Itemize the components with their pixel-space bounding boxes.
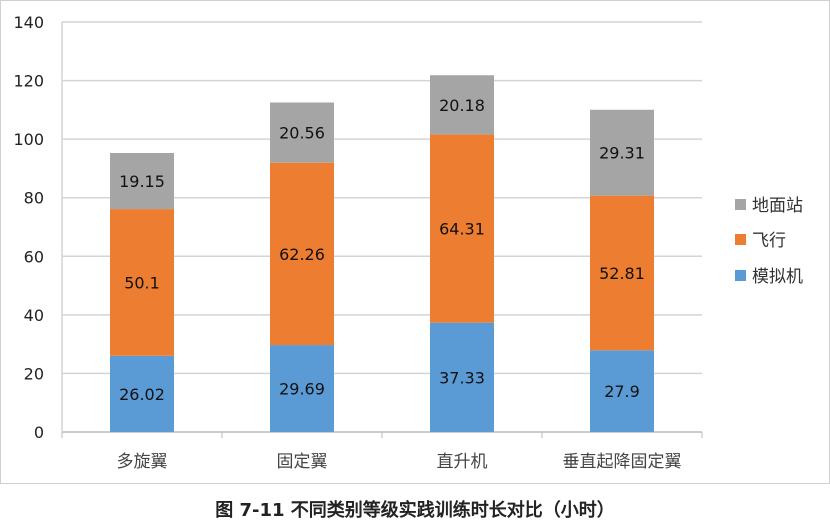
y-tick-label: 120 bbox=[13, 72, 44, 91]
data-label: 26.02 bbox=[119, 385, 165, 404]
y-tick-label: 100 bbox=[13, 130, 44, 149]
bar-segment bbox=[110, 209, 174, 356]
bar-segment bbox=[590, 350, 654, 432]
legend-label: 飞行 bbox=[752, 231, 786, 251]
bar-segment bbox=[270, 345, 334, 432]
y-tick-label: 20 bbox=[24, 364, 44, 383]
y-tick-label: 40 bbox=[24, 306, 44, 325]
x-category-label: 直升机 bbox=[437, 452, 488, 472]
y-tick-label: 0 bbox=[34, 423, 44, 442]
stacked-bar-chart: 0 20 40 60 80 100 120 140 26.02 50.1 19.15 多旋翼 29.69… bbox=[13, 13, 803, 472]
data-label: 27.9 bbox=[604, 382, 640, 401]
bar-segment bbox=[110, 355, 174, 432]
data-label: 29.31 bbox=[599, 144, 645, 163]
bar-segment bbox=[430, 322, 494, 432]
data-label: 64.31 bbox=[439, 220, 485, 239]
data-label: 20.18 bbox=[439, 96, 485, 115]
x-category-label: 固定翼 bbox=[277, 452, 328, 472]
data-label: 37.33 bbox=[439, 368, 485, 387]
y-tick-label: 140 bbox=[13, 13, 44, 32]
legend-swatch bbox=[735, 234, 746, 245]
bar-segment bbox=[110, 152, 174, 210]
data-label: 19.15 bbox=[119, 172, 165, 191]
data-label: 50.1 bbox=[124, 273, 160, 292]
y-tick-label: 80 bbox=[24, 189, 44, 208]
bar-segment bbox=[590, 109, 654, 196]
data-label: 20.56 bbox=[279, 124, 325, 143]
bar-segment bbox=[430, 134, 494, 323]
legend-swatch bbox=[735, 270, 746, 281]
x-category-label: 垂直起降固定翼 bbox=[563, 452, 682, 472]
chart-caption: 图 7-11 不同类别等级实践训练时长对比（小时） bbox=[215, 500, 615, 521]
bar-segment bbox=[590, 195, 654, 351]
bar-segment bbox=[430, 75, 494, 135]
y-tick-label: 60 bbox=[24, 247, 44, 266]
legend-label: 模拟机 bbox=[752, 267, 803, 287]
x-category-label: 多旋翼 bbox=[117, 452, 168, 472]
bar-segment bbox=[270, 102, 334, 163]
legend-swatch bbox=[735, 199, 746, 210]
data-label: 29.69 bbox=[279, 380, 325, 399]
data-label: 52.81 bbox=[599, 264, 645, 283]
data-label: 62.26 bbox=[279, 245, 325, 264]
bar-segment bbox=[270, 162, 334, 346]
legend-label: 地面站 bbox=[752, 196, 803, 216]
